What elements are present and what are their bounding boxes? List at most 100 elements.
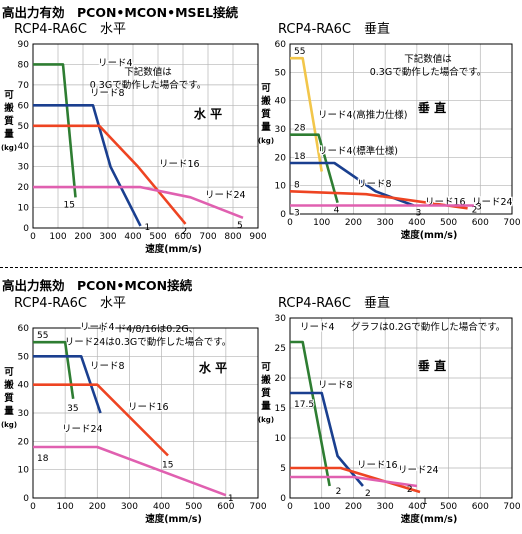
chart2-xaxis-label: 速度(mm/s) (145, 513, 202, 525)
chart0-series-end-value-0: 15 (64, 200, 75, 210)
chart1-series-start-value-4: 3 (294, 209, 300, 219)
chart0-ytick-label: 60 (18, 101, 30, 111)
chart3-xtick-label: 600 (472, 502, 489, 512)
chart1-series-name-1: リード4(標準仕様) (318, 145, 398, 157)
chart3-series-line-0 (290, 340, 331, 487)
chart2-series-line-0 (33, 340, 75, 400)
chart0-series-name-1: リード8 (90, 88, 125, 99)
section-title-high-output-disabled: 高出力無効 PCON•MCON接続 (2, 278, 193, 293)
chart1-plot-frame (289, 43, 513, 215)
chart0-note-text: 下記数値は (124, 66, 172, 78)
chart2-xtick-label: 700 (249, 502, 266, 512)
chart2-series-line-1 (33, 355, 102, 414)
chart2-series-name-0: リード4 (80, 322, 115, 333)
chart0-series-end-value-1: 1 (145, 223, 151, 233)
chart3-series-line-3 (290, 475, 418, 488)
chart2-series-end-value-0: 35 (67, 404, 78, 414)
chart1-xtick-label: 500 (440, 218, 457, 228)
chart2-orientation-label: 水 平 (199, 360, 227, 375)
chart0-series-line-1 (33, 104, 142, 227)
chart3-ytick-label: 10 (275, 434, 287, 444)
chart2-series-start-value-0: 55 (37, 331, 48, 341)
chart3-orientation-label: 垂 直 (418, 358, 446, 373)
chart2-ytick-label: 0 (23, 494, 29, 504)
chart0-note-text: 0.3Gで動作した場合です。 (90, 79, 207, 91)
chart3-xtick-label: 0 (287, 502, 293, 512)
chart0-xtick-label: 200 (74, 232, 91, 242)
chart0-orientation-label: 水 平 (194, 106, 222, 121)
chart0-series-line-2 (33, 124, 187, 225)
chart2-xtick-label: 100 (57, 502, 74, 512)
chart2-series-end-value-2: 15 (162, 461, 173, 471)
chart2-ytick-label: 10 (18, 466, 30, 476)
chart2-series-name-1: リード8 (90, 361, 125, 372)
chart1-xtick-label: 400 (408, 218, 425, 228)
chart0-xaxis-label: 速度(mm/s) (145, 243, 202, 255)
chart1-series-end-value-2: 3 (416, 209, 422, 219)
chart-title-horizontal-low: RCP4-RA6C 水平 (14, 296, 127, 311)
chart1-series-start-value-2: 18 (294, 152, 306, 162)
chart0-ytick-label: 10 (18, 204, 30, 214)
chart3-ytick-label: 15 (275, 404, 286, 414)
chart0-ytick-label: 80 (18, 60, 30, 70)
chart1-series-name-0: リード4(高推力仕様) (318, 109, 407, 121)
section-title-high-output-enabled: 高出力有効 PCON•MCON•MSEL接続 (2, 5, 239, 20)
chart0-xtick-label: 500 (149, 232, 166, 242)
chart3-ytick-label: 20 (275, 374, 287, 384)
chart0-ytick-label: 30 (18, 163, 30, 173)
chart1-series-start-value-0: 55 (294, 47, 305, 57)
chart0-ytick-label: 50 (18, 122, 30, 132)
chart2-note-text: リード4/8/16は0.2G、 (98, 324, 199, 335)
chart0-xtick-label: 600 (174, 232, 191, 242)
chart3-series-name-0: リード4 (300, 322, 335, 333)
chart1-series-end-value-3: 2 (472, 205, 478, 215)
chart3-xaxis-label: 速度(mm/s) (401, 513, 458, 525)
chart3-note-text: グラフは0.2Gで動作した場合です。 (351, 321, 506, 333)
chart3-series-name-2: リード16 (357, 460, 398, 471)
chart1-series-name-2: リード8 (357, 179, 392, 190)
chart2-xtick-label: 300 (121, 502, 138, 512)
chart3-series-name-1: リード8 (318, 380, 353, 391)
section-divider (0, 267, 522, 268)
chart3-xtick-label: 400 (408, 502, 425, 512)
chart0-ytick-label: 40 (18, 142, 30, 152)
chart0-xtick-label: 900 (249, 232, 266, 242)
chart2-series-name-2: リード16 (128, 402, 169, 413)
chart2-series-start-value-3: 18 (37, 454, 49, 464)
chart0-series-end-value-2: 2 (182, 227, 188, 237)
chart0-plot-frame (32, 43, 259, 229)
chart2-xtick-label: 600 (217, 502, 234, 512)
chart1-ytick-label: 20 (275, 153, 287, 163)
chart3-series-end-value-1: 2 (365, 489, 371, 499)
chart3-xtick-label: 500 (440, 502, 457, 512)
chart3-series-start-value-1: 17.5 (294, 400, 314, 410)
chart3-series-end-value-0: 2 (336, 487, 342, 497)
chart1-ytick-label: 60 (275, 40, 287, 50)
chart0-xtick-label: 0 (30, 232, 36, 242)
chart1-xaxis-label: 速度(mm/s) (401, 229, 458, 241)
chart1-ytick-label: 30 (275, 125, 287, 135)
chart1-series-line-1 (290, 133, 339, 204)
chart0-ytick-label: 90 (18, 40, 30, 50)
chart0-series-name-3: リード24 (205, 190, 246, 201)
chart1-note-text: 0.3Gで動作した場合です。 (370, 66, 487, 78)
chart0-series-line-0 (33, 63, 77, 198)
chart2-ytick-label: 20 (18, 437, 30, 447)
chart2-xtick-label: 400 (153, 502, 170, 512)
chart2-series-name-3: リード24 (62, 424, 103, 435)
chart1-xtick-label: 200 (345, 218, 362, 228)
chart3-plot-frame (289, 317, 513, 499)
chart3-xtick-label: 100 (313, 502, 330, 512)
chart2-note-text: リード24は0.3Gで動作した場合です。 (65, 336, 232, 348)
chart-title-vertical-low: RCP4-RA6C 垂直 (278, 296, 391, 311)
chart2-plot-frame (32, 327, 259, 499)
chart3-xtick-label: 300 (377, 502, 394, 512)
chart3-xtick-label: 700 (503, 502, 520, 512)
chart1-series-start-value-1: 28 (294, 124, 306, 134)
chart3-yaxis-label: 可搬質量(kg) (258, 362, 274, 424)
chart0-series-name-2: リード16 (159, 159, 200, 170)
chart-title-horizontal-high: RCP4-RA6C 水平 (14, 22, 127, 37)
chart0-ytick-label: 70 (18, 81, 30, 91)
chart2-series-line-3 (33, 445, 227, 497)
chart0-xtick-label: 800 (224, 232, 241, 242)
